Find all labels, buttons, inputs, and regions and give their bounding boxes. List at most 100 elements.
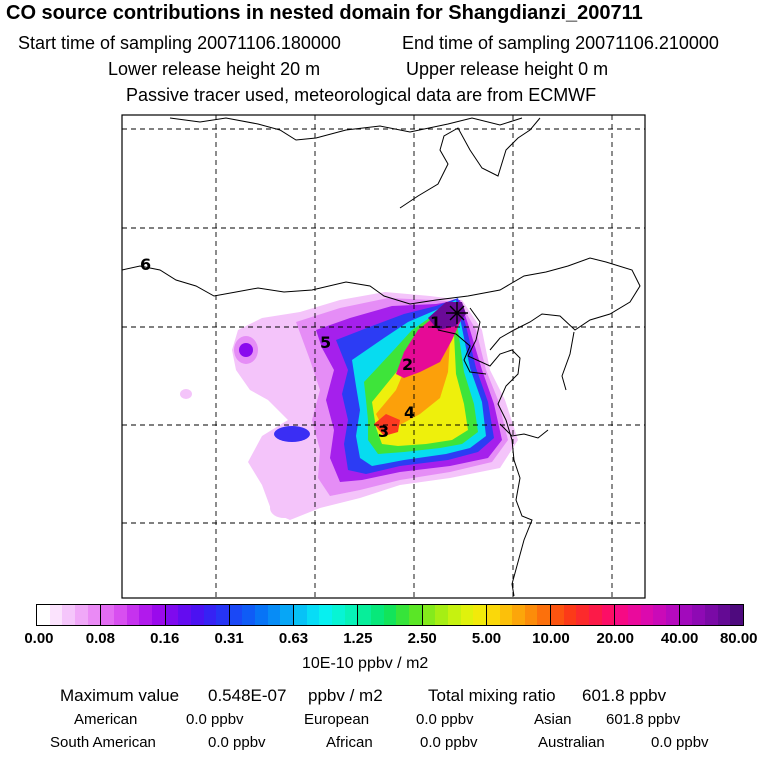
map-label-4: 4: [404, 403, 415, 422]
graticule: [122, 115, 645, 598]
colorbar-swatch: [165, 605, 179, 625]
colorbar-segment: [165, 605, 230, 625]
map-frame: [121, 114, 646, 599]
colorbar-swatch: [653, 605, 667, 625]
colorbar-tick-label: 1.25: [343, 630, 373, 647]
release-upper: Upper release height 0 m: [406, 59, 609, 79]
colorbar-segment: [615, 605, 680, 625]
colorbar-swatch: [486, 605, 500, 625]
colorbar-swatch: [306, 605, 320, 625]
map-label-3: 3: [378, 422, 389, 441]
colorbar-swatch: [101, 605, 114, 625]
region-name-south-american: South American: [50, 734, 156, 751]
colorbar-swatch: [267, 605, 281, 625]
colorbar-swatch: [640, 605, 654, 625]
colorbar-swatch: [601, 605, 615, 625]
colorbar-swatch: [512, 605, 525, 625]
colorbar-tick-label: 40.00: [660, 630, 699, 647]
colorbar-swatch: [344, 605, 358, 625]
colorbar-swatch: [704, 605, 718, 625]
colorbar-swatch: [74, 605, 88, 625]
region-value-european: 0.0 ppbv: [416, 711, 474, 728]
map-label-1: 1: [430, 313, 441, 332]
region-name-european: European: [304, 711, 370, 728]
colorbar-swatch: [113, 605, 127, 625]
colorbar-tick-label: 0.63: [278, 630, 309, 647]
colorbar-swatch: [499, 605, 513, 625]
colorbar-tick-label: 10.00: [532, 630, 570, 647]
colorbar-swatch: [370, 605, 384, 625]
colorbar-swatch: [717, 605, 731, 625]
colorbar-tick-label: 0.00: [24, 630, 54, 647]
region-name-american: American: [74, 711, 138, 728]
plume-patch-far-west: [180, 389, 192, 399]
colorbar-swatch: [203, 605, 217, 625]
colorbar-swatch: [692, 605, 705, 625]
colorbar-swatch: [589, 605, 602, 625]
colorbar-segment: [358, 605, 423, 625]
colorbar-swatch: [422, 605, 436, 625]
colorbar-swatch: [49, 605, 63, 625]
colorbar-swatch: [332, 605, 345, 625]
region-value-australian: 0.0 ppbv: [651, 734, 709, 751]
colorbar-swatch: [216, 605, 229, 625]
colorbar-swatch: [151, 605, 165, 625]
colorbar-segment: [101, 605, 166, 625]
colorbar-swatch: [408, 605, 422, 625]
colorbar-tick-label: 0.16: [150, 630, 180, 647]
region-value-american: 0.0 ppbv: [186, 711, 244, 728]
colorbar-swatch: [126, 605, 140, 625]
colorbar-swatch: [679, 605, 693, 625]
release-lower: Lower release height 20 m: [108, 59, 321, 79]
colorbar-swatch: [358, 605, 371, 625]
plume-patch-south-west: [270, 498, 298, 518]
colorbar-tick-label: 0.31: [214, 630, 244, 647]
colorbar-swatch: [190, 605, 204, 625]
colorbar-swatch: [280, 605, 294, 625]
colorbar: [36, 604, 744, 626]
map-label-5: 5: [320, 333, 331, 352]
plume-layer: [180, 292, 518, 520]
colorbar-swatch: [576, 605, 590, 625]
plume-patch-south: [274, 426, 310, 442]
colorbar-tick-label: 80.00: [719, 630, 758, 647]
colorbar-swatch: [473, 605, 486, 625]
colorbar-swatch: [229, 605, 243, 625]
colorbar-swatch: [242, 605, 256, 625]
colorbar-swatch: [383, 605, 397, 625]
colorbar-swatch: [730, 605, 743, 625]
sampling-end: End time of sampling 20071106.210000: [402, 33, 719, 53]
colorbar-swatch: [524, 605, 538, 625]
colorbar-swatch: [551, 605, 564, 625]
site-marker: [446, 302, 468, 324]
boundaries: [122, 117, 641, 597]
max-value: 0.548E-07: [208, 686, 287, 705]
region-value-south-american: 0.0 ppbv: [208, 734, 266, 751]
colorbar-swatch: [178, 605, 191, 625]
region-name-asian: Asian: [534, 711, 572, 728]
map-label-2: 2: [402, 355, 413, 374]
map-label-6: 6: [140, 255, 151, 274]
colorbar-tick-label: 0.08: [85, 630, 115, 647]
colorbar-swatch: [435, 605, 448, 625]
colorbar-swatch: [537, 605, 551, 625]
colorbar-segment: [486, 605, 552, 625]
colorbar-segment: [422, 605, 487, 625]
region-name-african: African: [326, 734, 373, 751]
colorbar-swatch: [37, 605, 50, 625]
colorbar-tick-label: 2.50: [407, 630, 437, 647]
colorbar-swatch: [139, 605, 152, 625]
colorbar-swatch: [628, 605, 641, 625]
max-value-unit: ppbv / m2: [308, 686, 383, 705]
colorbar-tick-label: 20.00: [596, 630, 635, 647]
sampling-start: Start time of sampling 20071106.180000: [18, 33, 341, 53]
colorbar-swatch: [615, 605, 629, 625]
total-mixing-value: 601.8 ppbv: [582, 686, 667, 705]
region-name-australian: Australian: [538, 734, 605, 751]
colorbar-segment: [551, 605, 616, 625]
colorbar-segment: [37, 605, 102, 625]
total-mixing-label: Total mixing ratio: [428, 686, 556, 705]
colorbar-swatch: [460, 605, 474, 625]
colorbar-swatch: [294, 605, 307, 625]
colorbar-swatch: [319, 605, 333, 625]
